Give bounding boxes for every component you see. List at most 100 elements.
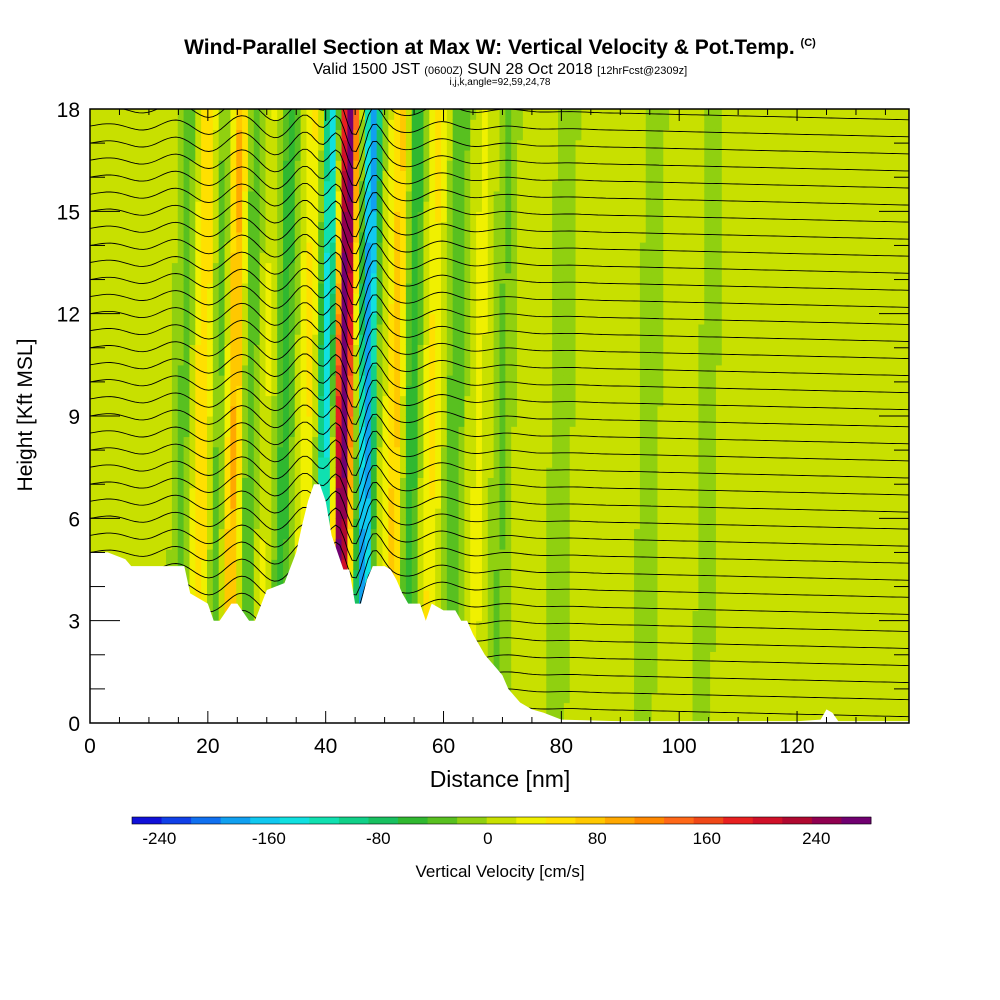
- velocity-cell: [288, 364, 296, 376]
- velocity-cell: [470, 508, 477, 519]
- velocity-cell: [429, 180, 436, 192]
- velocity-cell: [101, 477, 109, 489]
- velocity-cell: [388, 201, 395, 212]
- velocity-cell: [201, 395, 208, 407]
- velocity-cell: [528, 467, 536, 478]
- velocity-cell: [95, 538, 103, 550]
- velocity-cell: [113, 313, 120, 325]
- velocity-cell: [277, 538, 284, 550]
- velocity-cell: [283, 139, 290, 151]
- velocity-cell: [154, 221, 161, 233]
- velocity-cell: [376, 109, 384, 120]
- velocity-cell: [212, 139, 220, 151]
- velocity-cell: [195, 190, 202, 202]
- velocity-cell: [142, 549, 150, 560]
- velocity-cell: [242, 170, 249, 182]
- velocity-cell: [370, 456, 378, 468]
- velocity-cell: [271, 211, 278, 223]
- velocity-cell: [546, 119, 553, 131]
- valid-date: SUN 28 Oct 2018: [467, 61, 593, 78]
- velocity-cell: [142, 497, 150, 509]
- velocity-cell: [470, 293, 477, 305]
- velocity-cell: [253, 600, 261, 612]
- velocity-cell: [546, 589, 553, 601]
- velocity-cell: [505, 395, 512, 407]
- velocity-cell: [142, 395, 150, 407]
- velocity-cell: [171, 221, 179, 233]
- velocity-cell: [283, 293, 290, 305]
- velocity-cell: [277, 405, 284, 417]
- velocity-cell: [207, 354, 214, 366]
- velocity-cell: [528, 385, 536, 397]
- velocity-cell: [247, 262, 255, 274]
- velocity-cell: [558, 201, 565, 212]
- velocity-cell: [242, 313, 249, 325]
- velocity-cell: [382, 395, 389, 407]
- velocity-cell: [271, 149, 278, 161]
- velocity-cell: [300, 262, 308, 274]
- velocity-cell: [452, 129, 460, 141]
- velocity-cell: [493, 497, 501, 509]
- velocity-cell: [558, 119, 565, 131]
- velocity-cell: [224, 487, 231, 499]
- velocity-cell: [505, 375, 512, 386]
- velocity-cell: [546, 610, 553, 622]
- velocity-cell: [207, 119, 214, 131]
- velocity-cell: [318, 211, 325, 223]
- velocity-cell: [394, 456, 401, 468]
- velocity-cell: [522, 682, 530, 693]
- velocity-cell: [511, 190, 518, 202]
- velocity-cell: [505, 262, 512, 274]
- velocity-cell: [552, 620, 559, 632]
- velocity-cell: [195, 119, 202, 131]
- velocity-cell: [563, 651, 571, 663]
- velocity-cell: [487, 129, 495, 141]
- velocity-cell: [435, 600, 442, 612]
- velocity-cell: [306, 180, 313, 192]
- velocity-cell: [388, 487, 395, 499]
- velocity-cell: [113, 282, 120, 294]
- velocity-cell: [558, 323, 565, 335]
- velocity-cell: [563, 252, 571, 264]
- velocity-cell: [195, 589, 202, 601]
- velocity-cell: [318, 170, 325, 182]
- velocity-cell: [212, 364, 220, 376]
- velocity-cell: [511, 538, 518, 550]
- velocity-cell: [493, 303, 501, 315]
- velocity-cell: [528, 630, 536, 642]
- velocity-cell: [511, 149, 518, 161]
- velocity-cell: [242, 405, 249, 417]
- velocity-cell: [458, 569, 465, 581]
- velocity-cell: [505, 149, 512, 161]
- velocity-cell: [511, 375, 518, 386]
- velocity-cell: [125, 549, 132, 560]
- velocity-cell: [364, 242, 372, 253]
- velocity-cell: [382, 160, 389, 171]
- velocity-cell: [207, 201, 214, 212]
- velocity-cell: [113, 467, 120, 478]
- velocity-cell: [400, 344, 407, 356]
- velocity-cell: [201, 170, 208, 182]
- velocity-cell: [563, 508, 571, 519]
- velocity-cell: [540, 651, 547, 663]
- velocity-cell: [283, 385, 290, 397]
- velocity-cell: [569, 170, 577, 182]
- velocity-cell: [552, 508, 559, 519]
- velocity-cell: [476, 323, 483, 335]
- velocity-cell: [341, 272, 348, 284]
- velocity-cell: [522, 180, 530, 192]
- velocity-cell: [452, 487, 460, 499]
- velocity-cell: [277, 323, 284, 335]
- velocity-cell: [242, 436, 249, 448]
- velocity-cell: [183, 426, 191, 438]
- velocity-cell: [353, 446, 360, 458]
- velocity-cell: [154, 170, 161, 182]
- velocity-cell: [552, 569, 559, 581]
- velocity-cell: [90, 242, 97, 253]
- velocity-cell: [183, 518, 191, 530]
- velocity-cell: [458, 508, 465, 519]
- velocity-cell: [517, 129, 524, 141]
- velocity-cell: [247, 252, 255, 264]
- velocity-cell: [259, 282, 267, 294]
- velocity-cell: [136, 252, 144, 264]
